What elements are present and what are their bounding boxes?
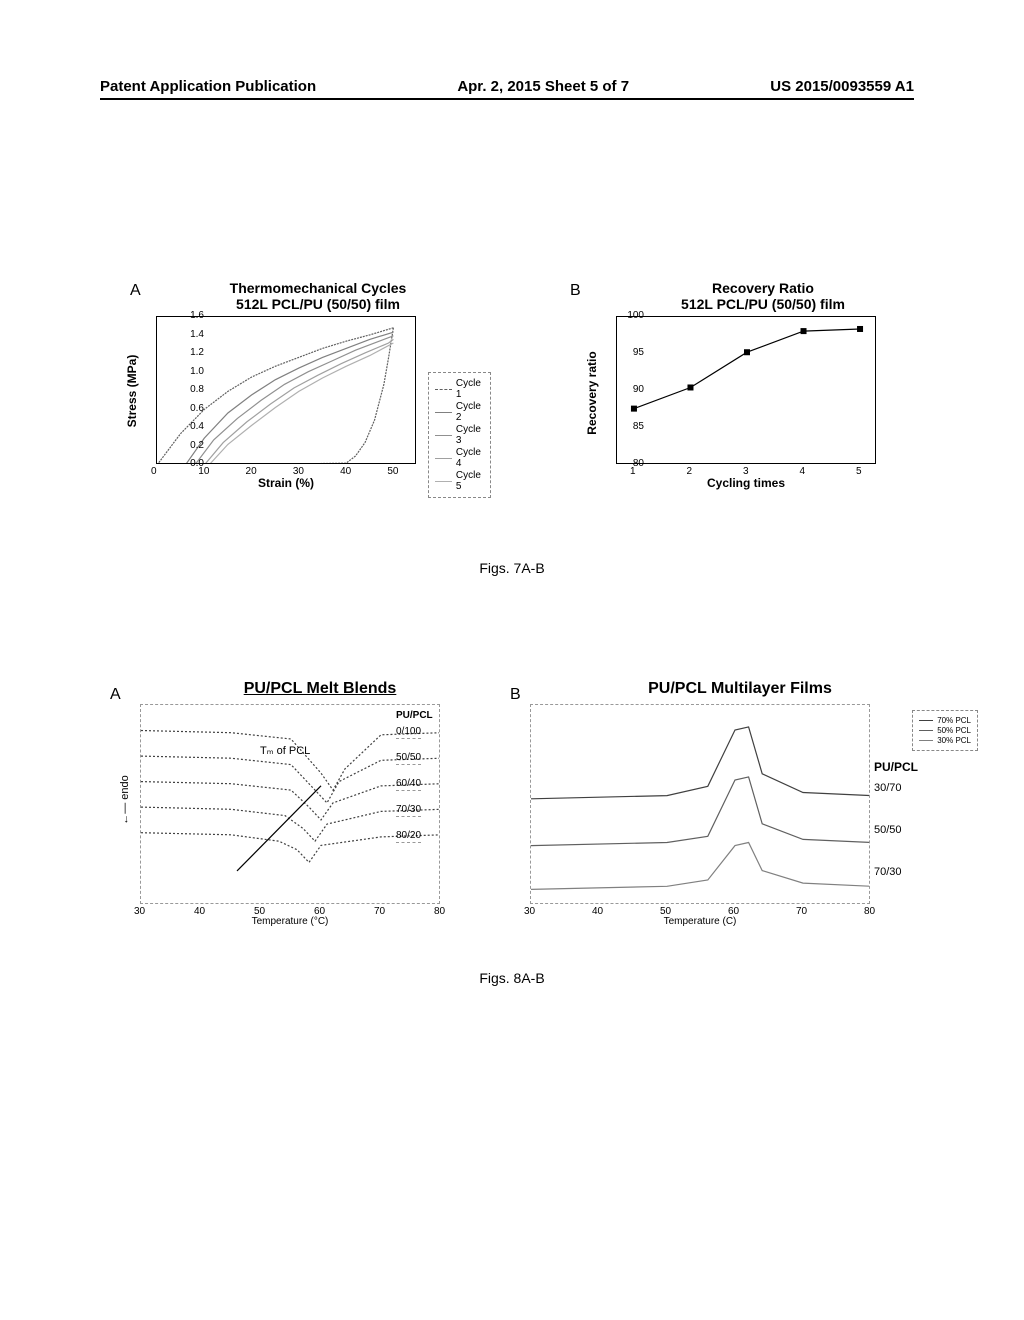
- fig8b-title: PU/PCL Multilayer Films: [550, 680, 930, 698]
- fig7-caption: Figs. 7A-B: [0, 560, 1024, 576]
- fig8a-annotation: Tₘ of PCL: [260, 744, 310, 757]
- fig7a-legend: Cycle 1Cycle 2Cycle 3Cycle 4Cycle 5: [428, 372, 491, 498]
- fig7b-ylabel: Recovery ratio: [585, 343, 599, 443]
- header-left: Patent Application Publication: [100, 78, 316, 95]
- fig8a-xlabel: Temperature (°C): [140, 916, 440, 927]
- header-rule: [100, 98, 914, 100]
- fig7a-title2: 512L PCL/PU (50/50) film: [168, 296, 468, 312]
- fig7b-title1: Recovery Ratio: [618, 280, 908, 296]
- fig8b-chart: [530, 704, 870, 904]
- fig8-caption: Figs. 8A-B: [0, 970, 1024, 986]
- fig8b-legend: 70% PCL50% PCL30% PCL: [912, 710, 978, 751]
- fig7a-xlabel: Strain (%): [156, 476, 416, 490]
- fig8a-ylabel: ←— endo: [119, 775, 131, 825]
- fig7b-xlabel: Cycling times: [616, 476, 876, 490]
- fig7b-label: B: [570, 282, 581, 300]
- fig8a-title: PU/PCL Melt Blends: [150, 680, 490, 698]
- fig7b-chart: [616, 316, 876, 464]
- header-center: Apr. 2, 2015 Sheet 5 of 7: [457, 78, 629, 95]
- header-right: US 2015/0093559 A1: [770, 78, 914, 95]
- fig7a-title1: Thermomechanical Cycles: [168, 280, 468, 296]
- fig8a-panel: A PU/PCL Melt Blends ←— endo 30405060708…: [110, 680, 490, 904]
- fig7b-title2: 512L PCL/PU (50/50) film: [618, 296, 908, 312]
- fig7b-panel: B Recovery Ratio 512L PCL/PU (50/50) fil…: [548, 280, 908, 464]
- fig8a-label: A: [110, 686, 121, 704]
- fig8a-chart: [140, 704, 440, 904]
- fig8a-endo-arrow: ←—: [119, 803, 131, 825]
- page-header: Patent Application Publication Apr. 2, 2…: [0, 78, 1024, 95]
- fig8b-xlabel: Temperature (C): [530, 916, 870, 927]
- fig7a-label: A: [130, 282, 141, 300]
- fig7a-panel: A Thermomechanical Cycles 512L PCL/PU (5…: [108, 280, 468, 464]
- fig7a-ylabel: Stress (MPa): [125, 351, 139, 431]
- fig8b-label: B: [510, 686, 521, 704]
- fig8b-panel: B PU/PCL Multilayer Films 304050607080 T…: [510, 680, 930, 904]
